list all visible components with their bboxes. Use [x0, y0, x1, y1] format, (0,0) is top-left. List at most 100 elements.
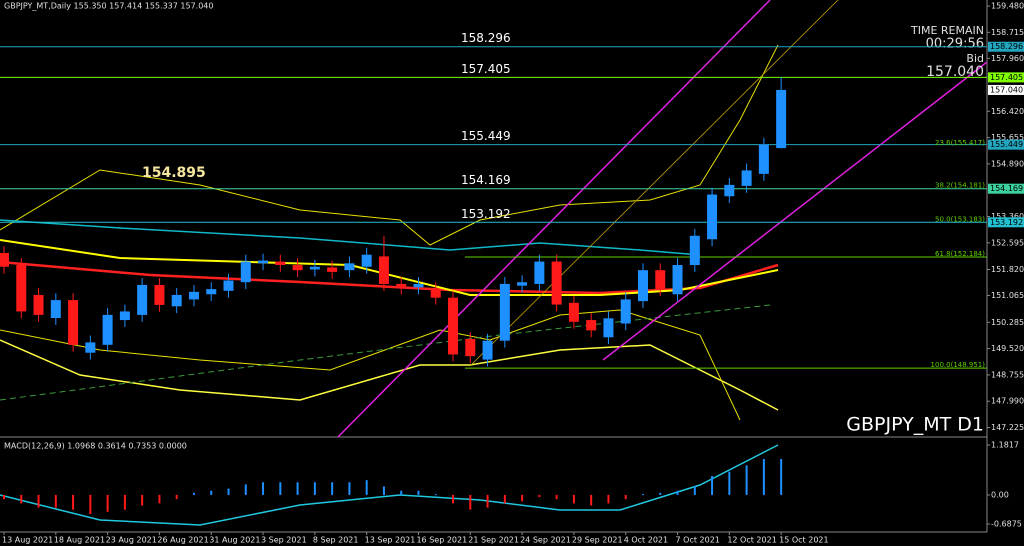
y-tick-label: 158.715 — [991, 28, 1024, 37]
bollinger-lower — [0, 339, 779, 411]
candle-body — [102, 314, 113, 345]
candle-body — [119, 311, 130, 321]
fib-label: 61.8(152.184) — [935, 250, 985, 258]
macd-bar — [659, 492, 662, 495]
macd-bar — [72, 494, 75, 510]
candle-body — [568, 302, 579, 322]
macd-bar — [210, 490, 213, 495]
axis-tag-label: 153.192 — [990, 218, 1023, 227]
candle-body — [361, 254, 372, 267]
candle-body — [188, 291, 199, 300]
macd-title: MACD(12,26,9) 1.0968 0.3614 0.7353 0.000… — [4, 442, 187, 451]
axis-tag-label: 154.169 — [990, 184, 1023, 193]
x-tick-label: 23 Aug 2021 — [106, 536, 157, 545]
x-tick-label: 13 Sep 2021 — [365, 536, 416, 545]
candle-body — [33, 294, 44, 315]
candle-body — [344, 263, 355, 271]
bid-label: Bid — [966, 52, 984, 65]
candle-body — [707, 194, 718, 240]
macd-bar — [382, 486, 385, 495]
macd-bar — [417, 490, 420, 495]
x-tick-label: 26 Aug 2021 — [157, 536, 208, 545]
candle-body — [430, 289, 441, 298]
candle-body — [275, 261, 286, 266]
candle-body — [154, 284, 165, 305]
level-label: 153.192 — [461, 207, 511, 221]
level-label: 154.169 — [461, 173, 511, 187]
axis-tag-label: 158.296 — [990, 42, 1023, 51]
macd-bar — [175, 494, 178, 500]
candle-body — [309, 266, 320, 270]
macd-bar — [624, 494, 627, 500]
macd-bar — [538, 494, 541, 498]
axis-tag — [988, 41, 1024, 52]
macd-bar — [555, 494, 558, 500]
candle-body — [637, 270, 648, 302]
candle-body — [655, 270, 666, 290]
macd-bar — [296, 482, 299, 495]
axis-tag — [988, 217, 1024, 228]
channel-lower — [602, 61, 988, 361]
macd-bar — [434, 494, 437, 496]
x-tick-label: 13 Aug 2021 — [2, 536, 53, 545]
candle-body — [413, 283, 424, 288]
y-tick-label: 0.00 — [991, 490, 1009, 499]
candle-body — [689, 235, 700, 266]
macd-bar — [693, 486, 696, 495]
candle-body — [758, 144, 769, 174]
macd-bar — [521, 494, 524, 502]
candle-body — [137, 284, 148, 315]
macd-bar — [244, 484, 247, 495]
x-tick-label: 16 Sep 2021 — [416, 536, 467, 545]
candle-body — [482, 340, 493, 360]
channel-upper — [337, 0, 771, 438]
x-tick-label: 24 Sep 2021 — [520, 536, 571, 545]
y-tick-label: 150.285 — [991, 318, 1024, 327]
x-tick-label: 18 Aug 2021 — [54, 536, 105, 545]
moving-average — [0, 239, 779, 296]
x-tick-label: 31 Aug 2021 — [209, 536, 260, 545]
macd-bar — [469, 494, 472, 510]
candle-body — [517, 282, 528, 286]
y-tick-label: 153.360 — [991, 212, 1024, 221]
bid: 157.040 — [926, 64, 984, 80]
candle-body — [292, 265, 303, 271]
x-tick-label: 4 Oct 2021 — [624, 536, 668, 545]
trend-line — [0, 304, 771, 401]
y-tick-label: 148.755 — [991, 370, 1024, 379]
candle-body — [50, 300, 61, 318]
y-tick-label: 155.655 — [991, 133, 1024, 142]
axis-tag — [988, 183, 1024, 194]
macd-bar — [728, 471, 731, 495]
macd-bar — [762, 459, 765, 495]
macd-bar — [106, 494, 109, 512]
y-tick-label: 157.960 — [991, 54, 1024, 63]
candle-body — [499, 283, 510, 341]
bollinger-upper — [0, 44, 779, 246]
x-tick-label: 29 Sep 2021 — [572, 536, 623, 545]
candle-body — [620, 299, 631, 324]
candle-body — [16, 265, 27, 312]
candle-body — [465, 338, 476, 357]
time-remain-label: TIME REMAIN — [910, 24, 984, 37]
macd-bar — [37, 494, 40, 508]
macd-bar — [745, 465, 748, 495]
y-tick-label: 147.990 — [991, 397, 1024, 406]
candle-body — [68, 300, 79, 345]
macd-bar — [486, 494, 489, 508]
candle-body — [741, 170, 752, 186]
candle-body — [85, 342, 96, 353]
candle-body — [171, 294, 182, 307]
candle-body — [776, 89, 787, 149]
candle-body — [603, 318, 614, 338]
fib-trend — [469, 0, 839, 367]
candle-body — [724, 184, 735, 197]
chart-title: GBPJPY_MT,Daily 155.350 157.414 155.337 … — [4, 2, 213, 11]
macd-bar — [503, 494, 506, 504]
macd-bar — [141, 494, 144, 506]
macd-bar — [227, 488, 230, 495]
x-tick-label: 7 Oct 2021 — [676, 536, 720, 545]
candle-body — [534, 261, 545, 284]
macd-bar — [590, 494, 593, 506]
